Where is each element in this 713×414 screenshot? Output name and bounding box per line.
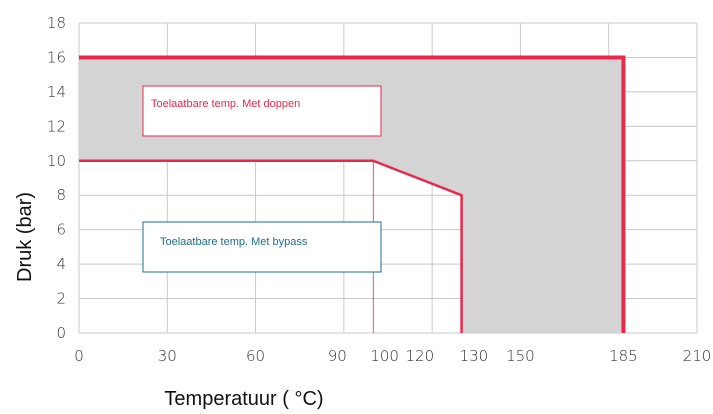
- y-tick-label: 0: [56, 324, 66, 342]
- annotation-bypass-box: [142, 221, 382, 273]
- y-tick-label: 2: [56, 290, 66, 308]
- x-tick-label: 90: [328, 347, 347, 365]
- y-tick-label: 6: [56, 221, 66, 239]
- x-tick-label: 130: [460, 347, 489, 365]
- y-tick-label: 14: [47, 83, 66, 101]
- series-line-1: [79, 55, 626, 333]
- series-lines: [79, 55, 626, 333]
- y-axis-title: Druk (bar): [14, 192, 36, 282]
- x-tick-label: 185: [609, 347, 638, 365]
- y-tick-label: 12: [47, 117, 66, 135]
- annotation-bypass-label: Toelaatbare temp. Met bypass: [160, 236, 308, 248]
- y-tick-label: 10: [47, 152, 66, 170]
- y-tick-label: 8: [56, 186, 66, 204]
- x-axis-title: Temperatuur ( °C): [164, 388, 323, 410]
- annotation-doppen: Toelaatbare temp. Met doppen: [142, 85, 382, 137]
- x-tick-label: 210: [683, 347, 712, 365]
- y-tick-label: 4: [56, 255, 66, 273]
- x-tick-label: 100: [370, 347, 399, 365]
- x-tick-label: 150: [506, 347, 535, 365]
- x-tick-label: 30: [158, 347, 177, 365]
- x-tick-labels: 0 30 60 90 100 120 130 150 185 210: [74, 347, 711, 365]
- annotation-doppen-box: [142, 85, 382, 137]
- annotation-bypass: Toelaatbare temp. Met bypass: [142, 221, 382, 273]
- series-line-2: [79, 159, 463, 333]
- annotation-doppen-label: Toelaatbare temp. Met doppen: [151, 98, 300, 110]
- x-tick-label: 0: [74, 347, 84, 365]
- y-tick-label: 18: [47, 14, 66, 32]
- y-tick-labels: 0 2 4 6 8 10 12 14 16 18: [47, 14, 66, 342]
- x-tick-label: 120: [406, 347, 435, 365]
- y-tick-label: 16: [47, 48, 66, 66]
- x-tick-label: 60: [246, 347, 265, 365]
